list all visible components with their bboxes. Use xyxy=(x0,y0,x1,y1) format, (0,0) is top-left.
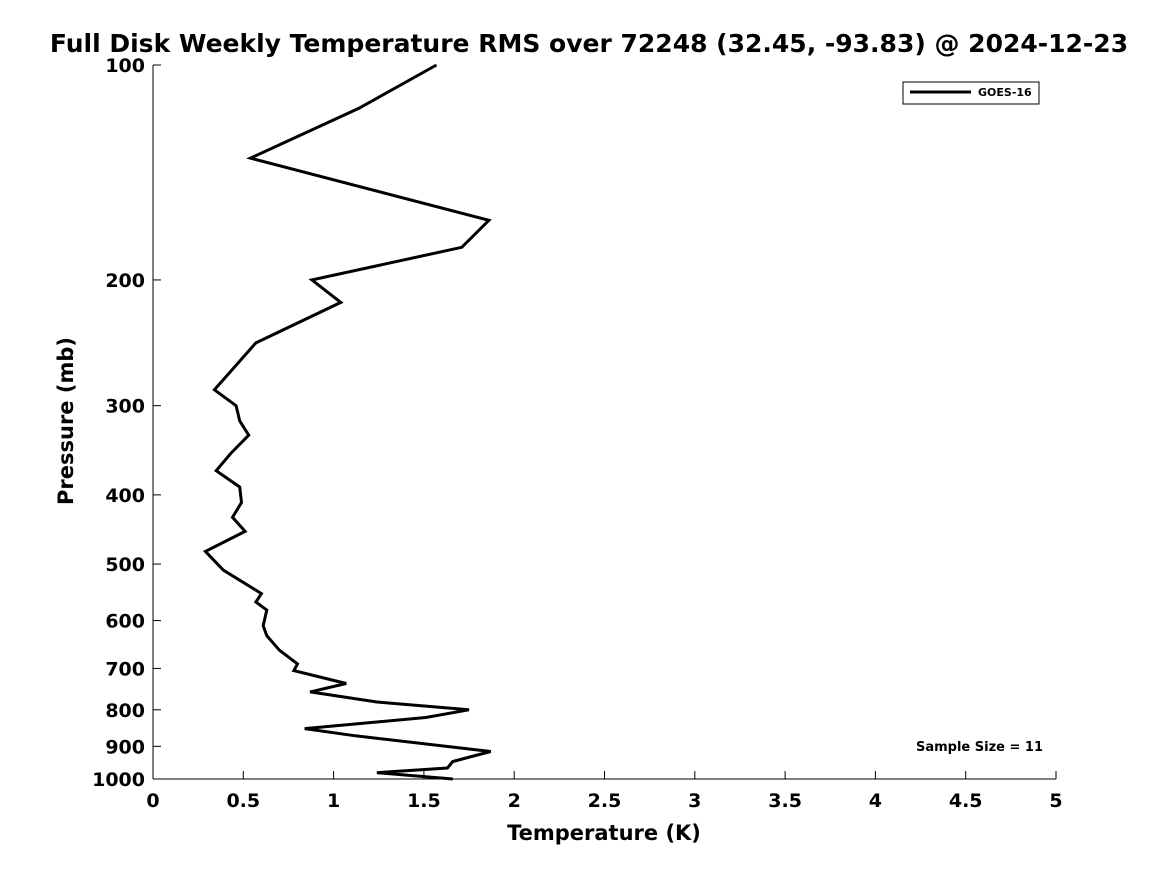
y-tick-label: 100 xyxy=(105,55,145,77)
series-line-goes-16 xyxy=(202,63,492,781)
x-tick-label: 1.5 xyxy=(407,790,441,812)
y-tick-label: 1000 xyxy=(92,769,145,791)
x-tick-label: 1 xyxy=(327,790,340,812)
chart-title: Full Disk Weekly Temperature RMS over 72… xyxy=(50,29,1128,58)
y-tick-label: 700 xyxy=(105,658,145,680)
x-tick-label: 3 xyxy=(688,790,701,812)
x-tick-label: 0 xyxy=(146,790,159,812)
axes xyxy=(152,65,1056,780)
y-tick-label: 900 xyxy=(105,736,145,758)
tick-marks xyxy=(152,64,1057,780)
legend: GOES-16 xyxy=(902,81,1040,105)
sample-size-annotation: Sample Size = 11 xyxy=(916,740,1043,755)
x-tick-label: 4 xyxy=(869,790,882,812)
legend-label-goes-16: GOES-16 xyxy=(978,86,1032,99)
y-tick-label: 300 xyxy=(105,396,145,418)
x-tick-label: 4.5 xyxy=(949,790,983,812)
y-tick-label: 600 xyxy=(105,611,145,633)
series-layer xyxy=(202,63,492,781)
y-tick-label: 200 xyxy=(105,270,145,292)
x-tick-label: 0.5 xyxy=(226,790,260,812)
tick-labels: 0 0.5 1 1.5 2 2.5 3 3.5 4 4.5 5 100 200 300 400 500 600 7… xyxy=(92,55,1063,812)
x-tick-label: 5 xyxy=(1049,790,1062,812)
y-tick-label: 400 xyxy=(105,485,145,507)
x-axis-label: Temperature (K) xyxy=(507,821,701,845)
x-tick-label: 3.5 xyxy=(768,790,802,812)
x-tick-label: 2 xyxy=(508,790,521,812)
x-tick-label: 2.5 xyxy=(588,790,622,812)
y-tick-label: 800 xyxy=(105,700,145,722)
y-axis-label: Pressure (mb) xyxy=(54,337,78,505)
y-tick-label: 500 xyxy=(105,554,145,576)
